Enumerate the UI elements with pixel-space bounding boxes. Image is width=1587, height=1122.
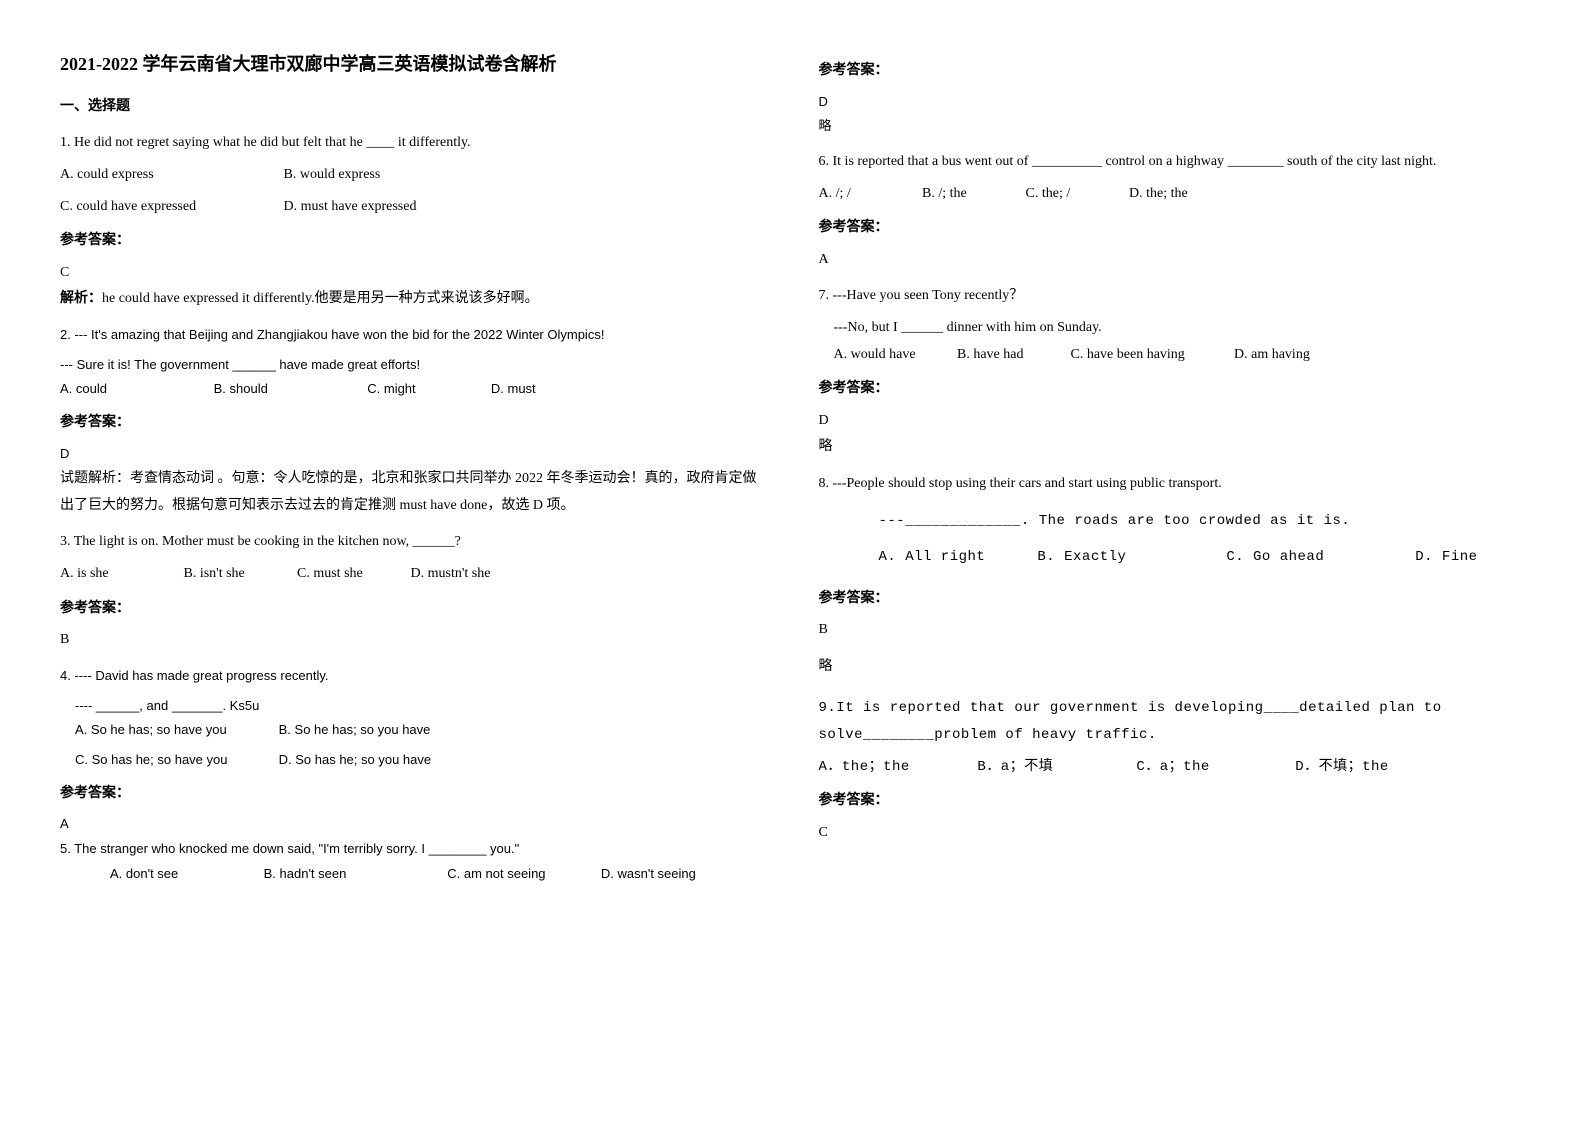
exam-title: 2021-2022 学年云南省大理市双廊中学高三英语模拟试卷含解析	[60, 50, 769, 79]
q7-opt-a: A. would have	[834, 342, 954, 369]
question-8-line1: 8. ---People should stop using their car…	[819, 471, 1528, 498]
answer-label: 参考答案：	[819, 58, 1528, 85]
left-column: 2021-2022 学年云南省大理市双廊中学高三英语模拟试卷含解析 一、选择题 …	[60, 50, 769, 891]
q4-options-row2: C. So has he; so have you D. So has he; …	[75, 748, 769, 773]
q6-opt-c: C. the; /	[1026, 181, 1126, 208]
answer-label: 参考答案：	[60, 410, 769, 437]
q2-opt-c: C. might	[367, 377, 487, 402]
q5-opt-c: C. am not seeing	[447, 862, 597, 887]
q5-brief: 略	[819, 114, 1528, 139]
q8-opt-c: C. Go ahead	[1226, 544, 1406, 571]
q3-opt-b: B. isn't she	[184, 561, 294, 588]
q8-opt-b: B. Exactly	[1037, 544, 1217, 571]
section-heading: 一、选择题	[60, 94, 769, 121]
question-7-line2: ---No, but I ______ dinner with him on S…	[834, 315, 1528, 342]
q9-opt-c: C．a；the	[1136, 754, 1286, 781]
q4-opt-a: A. So he has; so have you	[75, 718, 275, 743]
question-8-line2: ---_____________. The roads are too crow…	[879, 508, 1528, 535]
q8-opt-d: D. Fine	[1415, 549, 1477, 565]
q6-options: A. /; / B. /; the C. the; / D. the; the	[819, 181, 1528, 208]
q5-opt-b: B. hadn't seen	[264, 862, 444, 887]
question-6: 6. It is reported that a bus went out of…	[819, 149, 1528, 176]
q1-options-row1: A. could express B. would express	[60, 162, 769, 189]
question-3: 3. The light is on. Mother must be cooki…	[60, 529, 769, 556]
q4-opt-d: D. So has he; so you have	[279, 752, 431, 767]
q1-opt-d: D. must have expressed	[284, 199, 417, 214]
q4-opt-c: C. So has he; so have you	[75, 748, 275, 773]
q4-options-row1: A. So he has; so have you B. So he has; …	[75, 718, 769, 743]
q2-opt-b: B. should	[214, 377, 364, 402]
q9-opt-b: B．a；不填	[977, 754, 1127, 781]
q1-opt-a: A. could express	[60, 162, 280, 189]
q5-opt-a: A. don't see	[110, 862, 260, 887]
q7-answer: D	[819, 408, 1528, 435]
q1-explain: 解析：he could have expressed it differentl…	[60, 286, 769, 313]
q3-opt-a: A. is she	[60, 561, 180, 588]
q2-answer: D	[60, 442, 769, 467]
answer-label: 参考答案：	[819, 376, 1528, 403]
question-4-line1: 4. ---- David has made great progress re…	[60, 664, 769, 689]
q1-opt-c: C. could have expressed	[60, 194, 280, 221]
q6-opt-b: B. /; the	[922, 181, 1022, 208]
q3-opt-c: C. must she	[297, 561, 407, 588]
q5-answer: D	[819, 90, 1528, 115]
q5-options: A. don't see B. hadn't seen C. am not se…	[110, 862, 769, 887]
question-4-line2: ---- ______, and _______. Ks5u	[75, 694, 769, 719]
q8-opt-a: A. All right	[879, 544, 1029, 571]
answer-label: 参考答案：	[60, 596, 769, 623]
answer-label: 参考答案：	[60, 781, 769, 808]
q5-opt-d: D. wasn't seeing	[601, 866, 696, 881]
q4-opt-b: B. So he has; so you have	[279, 722, 431, 737]
exam-page: 2021-2022 学年云南省大理市双廊中学高三英语模拟试卷含解析 一、选择题 …	[60, 50, 1527, 891]
answer-label: 参考答案：	[819, 788, 1528, 815]
q9-answer: C	[819, 820, 1528, 847]
q2-opt-a: A. could	[60, 377, 210, 402]
q6-opt-d: D. the; the	[1129, 186, 1188, 201]
question-2-line1: 2. --- It's amazing that Beijing and Zha…	[60, 323, 769, 348]
q3-opt-d: D. mustn't she	[411, 566, 491, 581]
q2-opt-d: D. must	[491, 381, 536, 396]
q1-opt-b: B. would express	[284, 167, 381, 182]
question-2-line2: --- Sure it is! The government ______ ha…	[60, 353, 769, 378]
q3-answer: B	[60, 627, 769, 654]
q7-opt-c: C. have been having	[1071, 342, 1231, 369]
q1-options-row2: C. could have expressed D. must have exp…	[60, 194, 769, 221]
q1-answer: C	[60, 260, 769, 287]
q1-explain-text: he could have expressed it differently.他…	[102, 291, 539, 306]
q6-answer: A	[819, 247, 1528, 274]
question-5: 5. The stranger who knocked me down said…	[60, 837, 769, 862]
q8-options: A. All right B. Exactly C. Go ahead D. F…	[879, 544, 1528, 571]
q7-opt-d: D. am having	[1234, 347, 1310, 362]
q9-opt-d: D．不填；the	[1295, 759, 1389, 775]
question-1: 1. He did not regret saying what he did …	[60, 130, 769, 157]
q2-explain: 试题解析：考查情态动词 。句意：令人吃惊的是，北京和张家口共同举办 2022 年…	[60, 466, 769, 519]
q7-options: A. would have B. have had C. have been h…	[834, 342, 1528, 369]
q6-opt-a: A. /; /	[819, 181, 919, 208]
q4-answer: A	[60, 812, 769, 837]
q7-opt-b: B. have had	[957, 342, 1067, 369]
answer-label: 参考答案：	[819, 215, 1528, 242]
answer-label: 参考答案：	[60, 228, 769, 255]
q3-options: A. is she B. isn't she C. must she D. mu…	[60, 561, 769, 588]
answer-label: 参考答案：	[819, 586, 1528, 613]
q2-options: A. could B. should C. might D. must	[60, 377, 769, 402]
explain-label: 解析：	[60, 291, 102, 306]
q9-opt-a: A．the；the	[819, 754, 969, 781]
question-7-line1: 7. ---Have you seen Tony recently？	[819, 283, 1528, 310]
right-column: 参考答案： D 略 6. It is reported that a bus w…	[819, 50, 1528, 891]
q8-brief: 略	[819, 654, 1528, 681]
q7-brief: 略	[819, 434, 1528, 461]
question-9: 9.It is reported that our government is …	[819, 695, 1528, 748]
q9-options: A．the；the B．a；不填 C．a；the D．不填；the	[819, 754, 1528, 781]
q8-answer: B	[819, 617, 1528, 644]
